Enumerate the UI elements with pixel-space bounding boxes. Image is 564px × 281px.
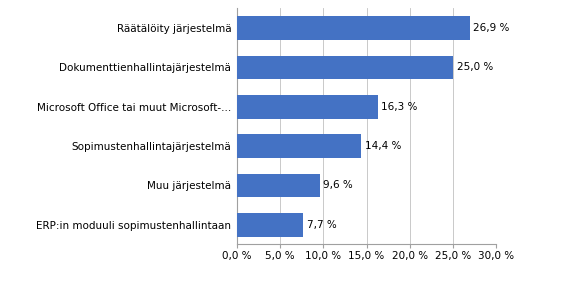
Text: 9,6 %: 9,6 % (323, 180, 353, 191)
Bar (237, 56, 453, 79)
Text: 7,7 %: 7,7 % (307, 220, 337, 230)
Text: 26,9 %: 26,9 % (473, 23, 509, 33)
Bar (237, 95, 378, 119)
Text: 16,3 %: 16,3 % (381, 102, 418, 112)
Bar (237, 16, 469, 40)
Text: 25,0 %: 25,0 % (456, 62, 493, 72)
Bar (237, 134, 362, 158)
Text: 14,4 %: 14,4 % (365, 141, 401, 151)
Bar (237, 174, 320, 197)
Bar (237, 213, 303, 237)
